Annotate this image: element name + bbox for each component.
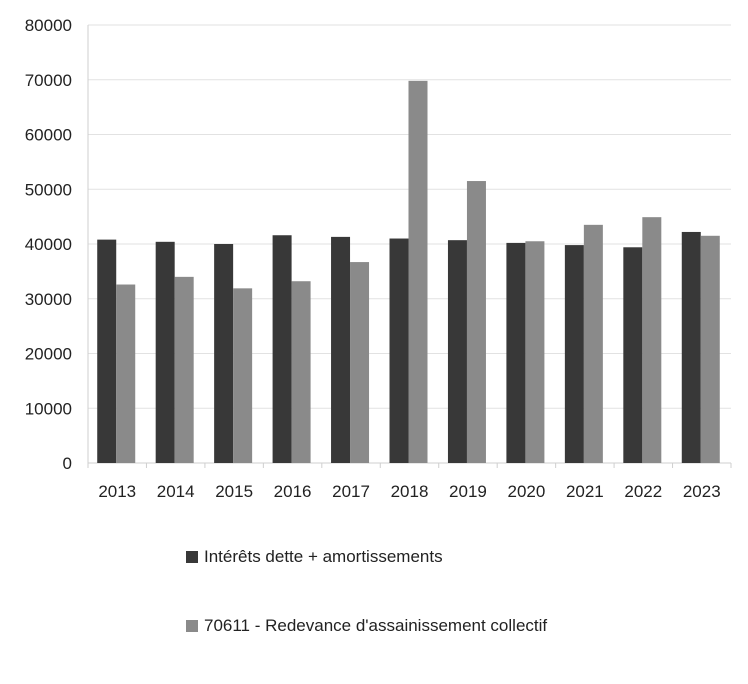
- x-tick-label: 2022: [624, 482, 662, 501]
- bar-redevance-2019: [466, 181, 486, 463]
- x-tick-labels: 2013 2014 2015 2016 2017 2018 2019 2020 2021 2022…: [98, 482, 720, 501]
- bar-interets-2016: [272, 235, 292, 463]
- bar-redevance-2023: [700, 235, 720, 463]
- bar-redevance-2013: [116, 284, 136, 463]
- y-tick-label: 30000: [25, 290, 72, 309]
- bar-interets-2015: [214, 244, 234, 463]
- bar-interets-2019: [447, 240, 467, 463]
- x-tick-label: 2020: [507, 482, 545, 501]
- bar-interets-2013: [97, 239, 117, 463]
- bar-redevance-2014: [174, 276, 194, 463]
- y-tick-labels: 0 10000 20000 30000 40000 50000 60000 70000 8000…: [25, 16, 72, 473]
- x-tick-label: 2015: [215, 482, 253, 501]
- legend-swatch-series-1: [186, 551, 198, 563]
- y-tick-label: 20000: [25, 345, 72, 364]
- legend-label-series-1: Intérêts dette + amortissements: [204, 547, 443, 566]
- x-tick-label: 2021: [566, 482, 604, 501]
- bar-redevance-2020: [525, 241, 545, 463]
- bar-interets-2021: [564, 245, 584, 463]
- legend-swatch-series-2: [186, 620, 198, 632]
- bars: [97, 80, 720, 463]
- bar-interets-2014: [155, 241, 175, 463]
- bar-interets-2020: [506, 242, 526, 463]
- bar-interets-2022: [623, 247, 643, 463]
- bar-redevance-2018: [408, 80, 428, 463]
- y-tick-label: 40000: [25, 235, 72, 254]
- bar-redevance-2015: [233, 288, 253, 463]
- bar-redevance-2016: [291, 281, 311, 463]
- legend-item-series-1: Intérêts dette + amortissements: [186, 546, 726, 568]
- bar-redevance-2022: [642, 217, 662, 463]
- bar-interets-2017: [331, 236, 351, 463]
- bar-redevance-2017: [350, 262, 370, 463]
- y-tick-label: 80000: [25, 16, 72, 35]
- legend-label-series-2: 70611 - Redevance d'assainissement colle…: [204, 616, 548, 635]
- y-tick-label: 70000: [25, 71, 72, 90]
- y-tick-label: 0: [63, 454, 72, 473]
- bar-interets-2018: [389, 238, 409, 463]
- chart-container: 0 10000 20000 30000 40000 50000 60000 70000 8000…: [25, 16, 732, 635]
- x-tick-label: 2016: [274, 482, 312, 501]
- x-tick-label: 2013: [98, 482, 136, 501]
- y-tick-label: 60000: [25, 126, 72, 145]
- x-tick-label: 2019: [449, 482, 487, 501]
- x-tick-label: 2018: [391, 482, 429, 501]
- x-tick-label: 2014: [157, 482, 195, 501]
- legend: Intérêts dette + amortissements 70611 - …: [186, 546, 726, 684]
- bar-interets-2023: [681, 231, 701, 463]
- bar-redevance-2021: [583, 224, 603, 463]
- x-tick-label: 2017: [332, 482, 370, 501]
- legend-item-series-2: 70611 - Redevance d'assainissement colle…: [186, 615, 726, 637]
- y-tick-label: 50000: [25, 180, 72, 199]
- x-tick-label: 2023: [683, 482, 721, 501]
- bar-chart: 0 10000 20000 30000 40000 50000 60000 70000 8000…: [25, 16, 732, 501]
- y-tick-label: 10000: [25, 399, 72, 418]
